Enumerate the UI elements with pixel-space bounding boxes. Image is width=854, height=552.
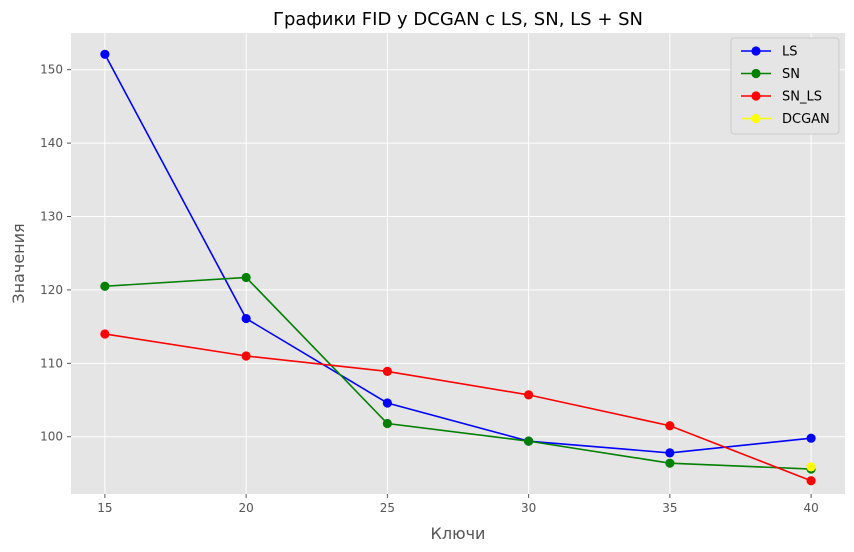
data-point-sn: [665, 458, 675, 468]
series-ls: [100, 49, 816, 458]
legend-item: SN_LS: [741, 90, 822, 105]
data-point-sn-ls: [382, 366, 392, 377]
series-dcgan: [806, 462, 816, 472]
legend-label: SN_LS: [782, 90, 822, 105]
legend-label: DCGAN: [782, 112, 830, 127]
plot-area: [71, 33, 845, 494]
data-point-ls: [382, 398, 392, 408]
x-tick-label: 25: [380, 501, 395, 515]
legend-label: LS: [782, 45, 798, 60]
y-tick-label: 110: [40, 356, 63, 370]
data-point-sn-ls: [665, 421, 675, 431]
data-point-sn: [100, 281, 110, 291]
legend-item: DCGAN: [741, 112, 830, 127]
series-line-ls: [104, 53, 812, 454]
legend-item: SN: [741, 67, 800, 82]
legend-item: LS: [741, 45, 798, 60]
y-tick-label: 140: [40, 136, 63, 150]
legend-swatch-marker: [751, 91, 761, 101]
data-point-ls: [806, 433, 816, 443]
data-point-sn-ls: [806, 476, 816, 486]
chart-title: Графики FID у DCGAN с LS, SN, LS + SN: [273, 9, 643, 30]
legend-swatch-marker: [751, 113, 761, 124]
legend-label: SN: [782, 67, 800, 82]
series-line-sn-ls: [104, 333, 812, 482]
data-point-sn: [241, 272, 251, 283]
data-point-ls: [241, 313, 251, 324]
x-tick-label: 40: [803, 501, 818, 515]
data-point-sn-ls: [100, 329, 110, 339]
series-sn: [100, 272, 816, 474]
y-tick-label: 100: [40, 430, 63, 444]
data-point-ls: [100, 49, 110, 59]
x-tick-label: 35: [662, 501, 677, 515]
x-axis-ticks: 15 20 25 30 35 40: [97, 494, 819, 515]
series-sn-ls: [100, 329, 816, 486]
data-point-dcgan: [806, 462, 816, 472]
legend-swatch-marker: [751, 68, 761, 79]
series-line-sn: [104, 276, 812, 470]
y-tick-label: 120: [40, 283, 63, 297]
data-point-sn: [524, 436, 534, 446]
data-point-sn: [382, 418, 392, 429]
data-point-sn-ls: [241, 351, 251, 361]
data-point-ls: [665, 448, 675, 458]
legend-box: [730, 37, 840, 135]
y-axis-label: Значения: [9, 223, 28, 303]
x-tick-label: 15: [97, 501, 112, 515]
y-tick-label: 150: [40, 63, 63, 77]
x-tick-label: 20: [238, 501, 253, 515]
x-axis-label: Ключи: [431, 524, 486, 543]
x-tick-label: 30: [521, 501, 536, 515]
series-layer: [100, 49, 816, 486]
y-tick-label: 130: [40, 210, 63, 224]
data-point-sn-ls: [524, 390, 534, 400]
legend: LS SN SN_LS DCGAN: [730, 37, 840, 135]
y-axis-ticks: 100 110 120 130 140 150: [40, 63, 71, 444]
legend-swatch-marker: [751, 46, 761, 56]
